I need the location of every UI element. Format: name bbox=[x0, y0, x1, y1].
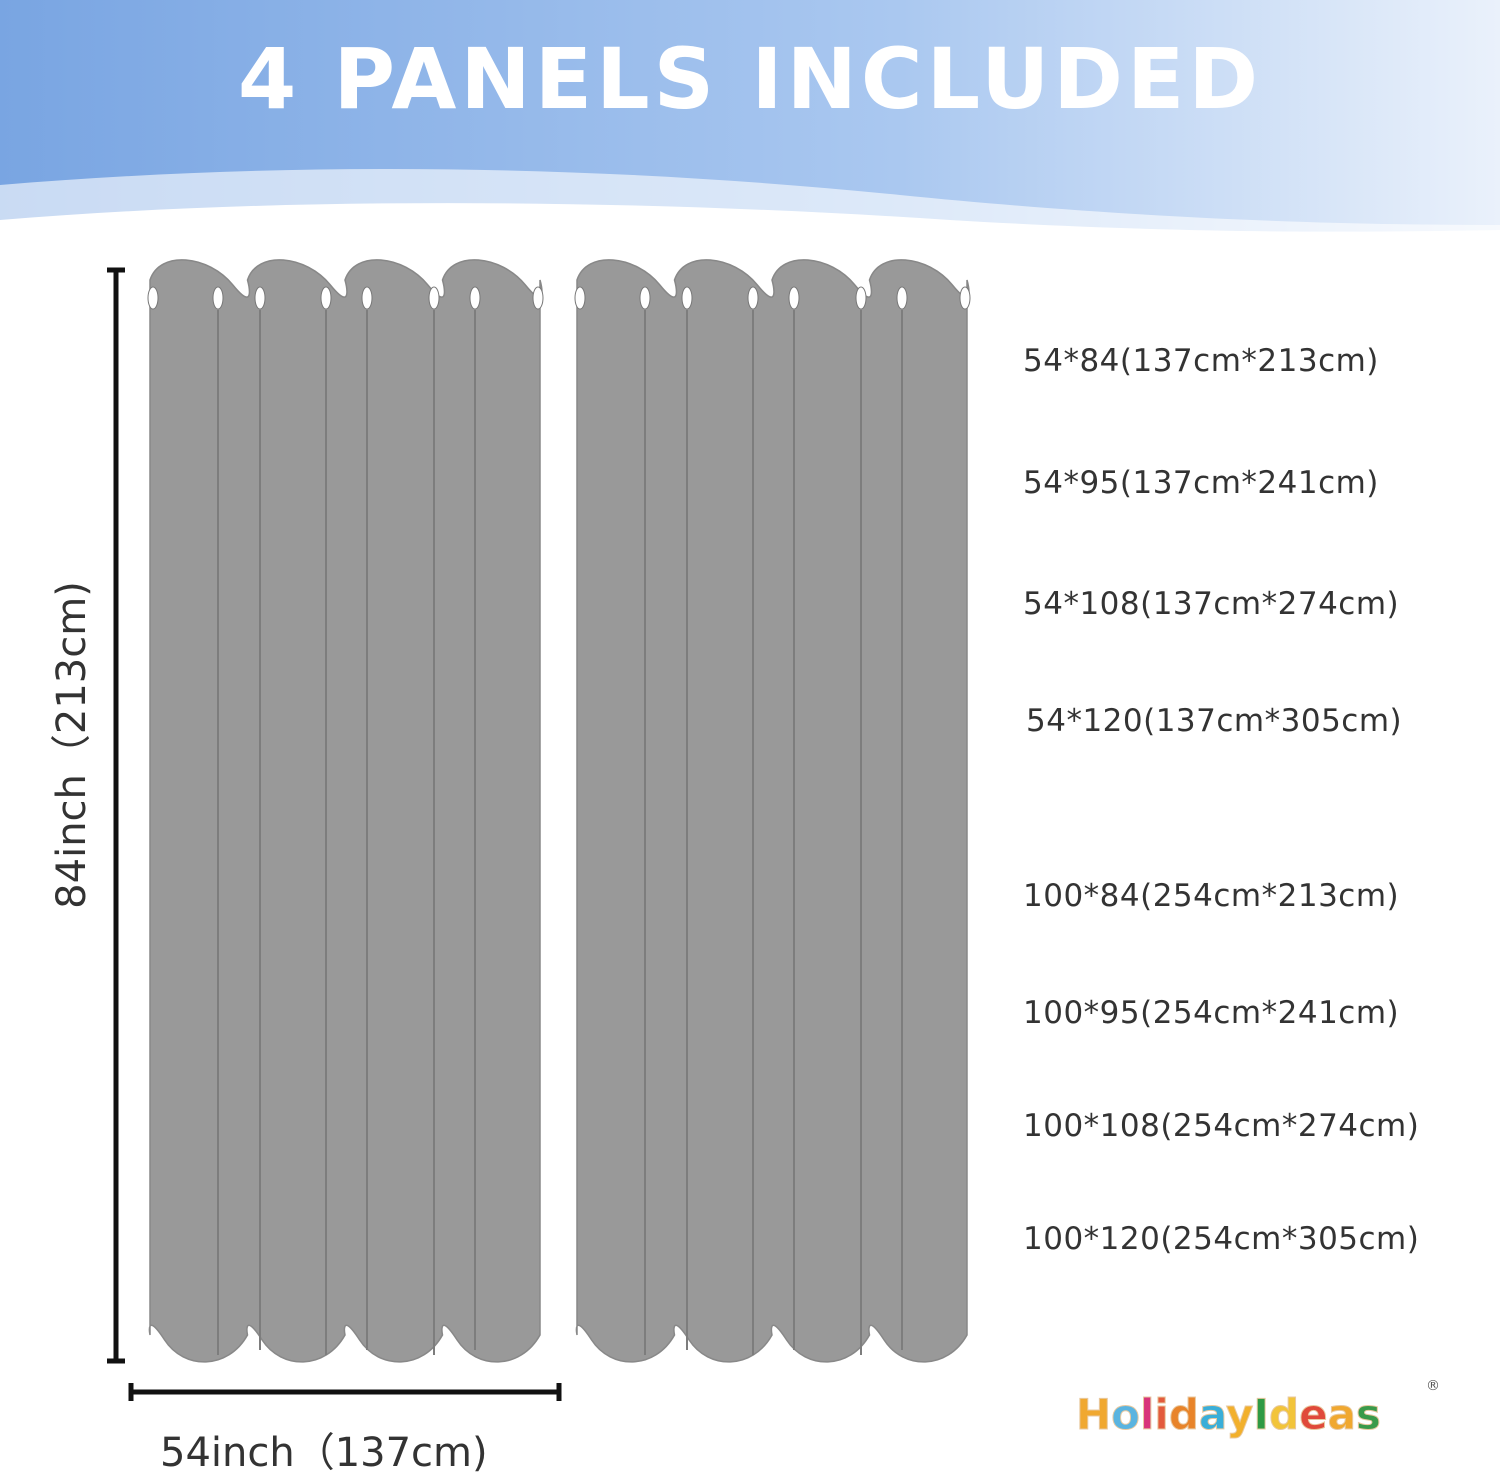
grommet-icon bbox=[681, 286, 693, 310]
height-dimension-label: 84inch（213cm) bbox=[49, 581, 95, 909]
logo-letter: a bbox=[1327, 1390, 1356, 1440]
size-option: 100*95(254cm*241cm) bbox=[1023, 995, 1400, 1031]
logo-letter: o bbox=[1111, 1390, 1141, 1440]
size-option: 100*108(254cm*274cm) bbox=[1023, 1108, 1420, 1144]
size-option: 100*84(254cm*213cm) bbox=[1023, 878, 1400, 914]
logo-letter: e bbox=[1299, 1390, 1328, 1440]
registered-mark: ® bbox=[1426, 1378, 1440, 1394]
grommet-icon bbox=[532, 286, 544, 310]
size-option: 54*84(137cm*213cm) bbox=[1023, 343, 1379, 379]
grommet-icon bbox=[428, 286, 440, 310]
curtain-panel-1 bbox=[148, 259, 543, 1363]
logo-letter: a bbox=[1198, 1390, 1226, 1440]
size-option: 54*120(137cm*305cm) bbox=[1026, 703, 1403, 739]
logo-letter: s bbox=[1355, 1390, 1381, 1440]
width-dimension-label: 54inch（137cm) bbox=[160, 1430, 488, 1476]
grommet-icon bbox=[147, 286, 159, 310]
grommet-icon bbox=[361, 286, 373, 310]
logo-letter: i bbox=[1154, 1390, 1169, 1440]
logo-letter: l bbox=[1140, 1390, 1155, 1440]
grommet-icon bbox=[747, 286, 759, 310]
grommet-icon bbox=[320, 286, 332, 310]
grommet-icon bbox=[896, 286, 908, 310]
grommet-icon bbox=[212, 286, 224, 310]
grommet-icon bbox=[469, 286, 481, 310]
logo-letter: d bbox=[1168, 1390, 1199, 1440]
grommet-icon bbox=[574, 286, 586, 310]
curtain-panel-2 bbox=[575, 259, 970, 1363]
grommet-icon bbox=[788, 286, 800, 310]
logo-letter: d bbox=[1268, 1390, 1300, 1440]
logo-letter: I bbox=[1253, 1390, 1270, 1440]
size-option: 54*95(137cm*241cm) bbox=[1023, 465, 1379, 501]
logo-letter: y bbox=[1225, 1390, 1254, 1440]
size-option: 54*108(137cm*274cm) bbox=[1023, 586, 1400, 622]
brand-logo: HolidayIdeas bbox=[1075, 1390, 1381, 1440]
page-title: 4 PANELS INCLUDED bbox=[237, 30, 1263, 128]
grommet-icon bbox=[639, 286, 651, 310]
header-banner bbox=[0, 0, 1500, 240]
grommet-icon bbox=[855, 286, 867, 310]
grommet-icon bbox=[254, 286, 266, 310]
size-option: 100*120(254cm*305cm) bbox=[1023, 1221, 1420, 1257]
grommet-icon bbox=[959, 286, 971, 310]
logo-letter: H bbox=[1075, 1390, 1112, 1440]
